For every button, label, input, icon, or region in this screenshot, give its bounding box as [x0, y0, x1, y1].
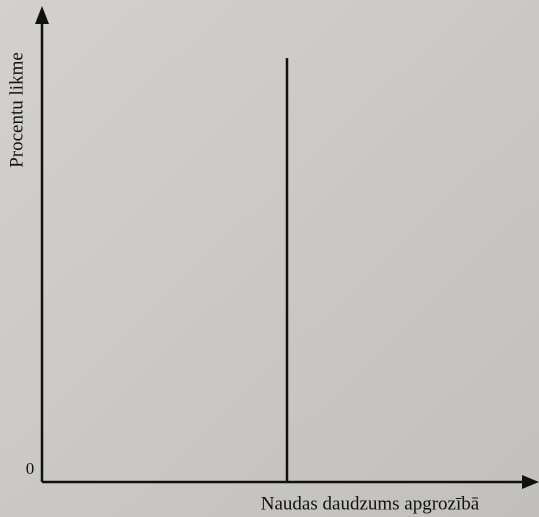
x-axis-label: Naudas daudzums apgrozībā — [261, 493, 480, 514]
origin-label: 0 — [26, 459, 35, 478]
y-axis-arrow — [35, 6, 49, 24]
x-axis-arrow — [522, 475, 539, 489]
y-axis-label: Procentu likme — [6, 52, 27, 168]
